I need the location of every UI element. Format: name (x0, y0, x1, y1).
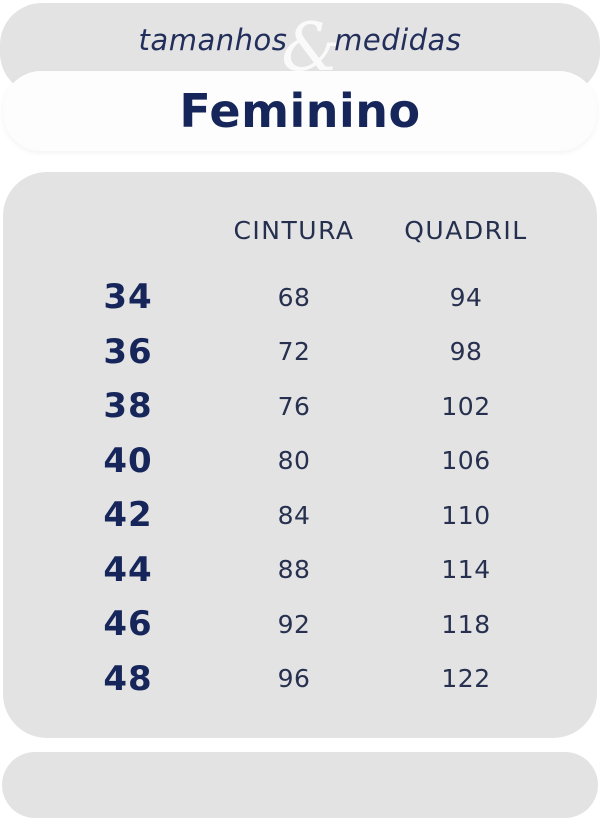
size-cell: 48 (103, 658, 153, 699)
quadril-cell: 122 (441, 664, 491, 694)
quadril-cell: 114 (441, 555, 491, 585)
size-cell: 44 (103, 549, 153, 590)
quadril-cell: 98 (449, 337, 483, 367)
table-row: 40 80 106 (3, 434, 597, 489)
quadril-cell: 110 (441, 500, 491, 530)
quadril-cell: 118 (441, 609, 491, 639)
brand-line: tamanhos & medidas (0, 3, 600, 81)
cintura-cell: 88 (277, 555, 311, 585)
table-row: 44 88 114 (3, 543, 597, 598)
cintura-cell: 72 (277, 337, 311, 367)
size-cell: 34 (103, 277, 153, 318)
quadril-cell: 102 (441, 391, 491, 421)
cintura-cell: 84 (277, 500, 311, 530)
category-card: Feminino (3, 71, 597, 151)
cintura-cell: 92 (277, 609, 311, 639)
cintura-cell: 96 (277, 664, 311, 694)
column-header-cintura: CINTURA (233, 215, 355, 245)
ampersand-glyph: & (281, 9, 341, 86)
column-header-quadril: QUADRIL (404, 215, 528, 245)
footer-band (2, 752, 598, 818)
table-row: 36 72 98 (3, 325, 597, 380)
table-row: 42 84 110 (3, 488, 597, 543)
table-body: 34 68 94 36 72 98 38 76 102 40 80 106 42 (3, 270, 597, 706)
cintura-cell: 76 (277, 391, 311, 421)
cintura-cell: 68 (277, 282, 311, 312)
size-cell: 38 (103, 386, 153, 427)
cintura-cell: 80 (277, 446, 311, 476)
brand-word-right: medidas (334, 23, 462, 57)
table-row: 34 68 94 (3, 270, 597, 325)
table-header-row: CINTURA QUADRIL (3, 204, 597, 256)
size-cell: 40 (103, 440, 153, 481)
size-cell: 36 (103, 331, 153, 372)
quadril-cell: 106 (441, 446, 491, 476)
size-cell: 42 (103, 495, 153, 536)
category-title: Feminino (179, 84, 421, 138)
size-table-card: CINTURA QUADRIL 34 68 94 36 72 98 38 76 … (3, 172, 597, 738)
table-row: 38 76 102 (3, 379, 597, 434)
size-cell: 46 (103, 604, 153, 645)
table-row: 46 92 118 (3, 597, 597, 652)
brand-word-left: tamanhos (138, 23, 288, 57)
table-row: 48 96 122 (3, 652, 597, 707)
quadril-cell: 94 (449, 282, 483, 312)
